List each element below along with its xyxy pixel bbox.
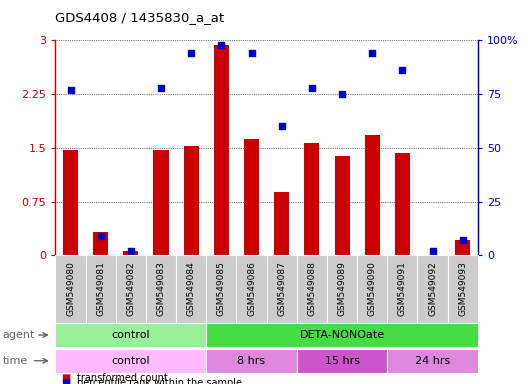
Text: GSM549089: GSM549089: [337, 262, 346, 316]
Point: [278, 123, 286, 129]
Bar: [55, 323, 206, 347]
Point: [127, 248, 135, 254]
Bar: [176, 255, 206, 323]
Text: ■: ■: [61, 373, 70, 383]
Text: GSM549092: GSM549092: [428, 262, 437, 316]
Bar: [267, 255, 297, 323]
Text: 15 hrs: 15 hrs: [325, 356, 360, 366]
Bar: [154, 150, 168, 255]
Bar: [237, 255, 267, 323]
Text: GSM549083: GSM549083: [156, 262, 166, 316]
Text: GSM549091: GSM549091: [398, 262, 407, 316]
Bar: [388, 349, 478, 373]
Text: control: control: [111, 356, 150, 366]
Bar: [206, 255, 237, 323]
Bar: [297, 349, 388, 373]
Point: [157, 84, 165, 91]
Bar: [206, 349, 297, 373]
Bar: [395, 153, 410, 255]
Bar: [327, 255, 357, 323]
Text: GSM549082: GSM549082: [126, 262, 135, 316]
Point: [308, 84, 316, 91]
Text: 8 hrs: 8 hrs: [238, 356, 266, 366]
Bar: [448, 255, 478, 323]
Text: transformed count: transformed count: [77, 373, 167, 383]
Bar: [55, 255, 86, 323]
Text: control: control: [111, 330, 150, 340]
Text: GSM549080: GSM549080: [66, 262, 75, 316]
Bar: [365, 135, 380, 255]
Point: [458, 237, 467, 243]
Text: GSM549090: GSM549090: [367, 262, 377, 316]
Text: DETA-NONOate: DETA-NONOate: [299, 330, 384, 340]
Bar: [214, 45, 229, 255]
Bar: [116, 255, 146, 323]
Text: percentile rank within the sample: percentile rank within the sample: [77, 378, 242, 384]
Bar: [335, 156, 350, 255]
Point: [428, 248, 437, 254]
Text: GDS4408 / 1435830_a_at: GDS4408 / 1435830_a_at: [55, 12, 224, 25]
Bar: [86, 255, 116, 323]
Text: ■: ■: [61, 378, 70, 384]
Bar: [124, 251, 138, 255]
Point: [187, 50, 195, 56]
Bar: [244, 139, 259, 255]
Bar: [274, 192, 289, 255]
Text: time: time: [3, 356, 28, 366]
Bar: [206, 323, 478, 347]
Point: [368, 50, 376, 56]
Text: GSM549081: GSM549081: [96, 262, 105, 316]
Point: [398, 67, 407, 73]
Point: [217, 41, 225, 48]
Text: GSM549087: GSM549087: [277, 262, 286, 316]
Text: GSM549088: GSM549088: [307, 262, 316, 316]
Bar: [297, 255, 327, 323]
Text: agent: agent: [3, 330, 35, 340]
Text: GSM549093: GSM549093: [458, 262, 467, 316]
Bar: [388, 255, 418, 323]
Point: [247, 50, 256, 56]
Bar: [357, 255, 388, 323]
Bar: [146, 255, 176, 323]
Bar: [184, 146, 199, 255]
Point: [97, 233, 105, 239]
Text: GSM549084: GSM549084: [187, 262, 196, 316]
Bar: [418, 255, 448, 323]
Text: 24 hrs: 24 hrs: [415, 356, 450, 366]
Text: GSM549085: GSM549085: [217, 262, 226, 316]
Bar: [55, 349, 206, 373]
Point: [67, 87, 75, 93]
Bar: [63, 150, 78, 255]
Bar: [304, 143, 319, 255]
Text: GSM549086: GSM549086: [247, 262, 256, 316]
Bar: [93, 232, 108, 255]
Bar: [455, 240, 470, 255]
Point: [338, 91, 346, 97]
